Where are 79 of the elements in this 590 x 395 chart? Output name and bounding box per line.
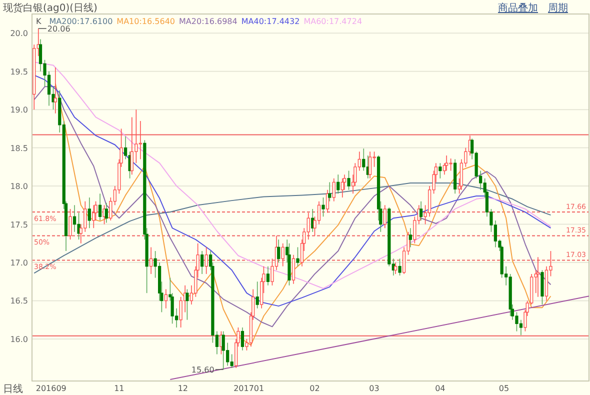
text: MA200:17.6100 bbox=[49, 17, 113, 26]
y-tick-label: 20.0 bbox=[10, 29, 28, 38]
candlestick bbox=[449, 158, 452, 172]
text: 周期 bbox=[548, 2, 568, 14]
candlestick bbox=[438, 162, 442, 179]
candlestick bbox=[164, 288, 168, 309]
annotation: 20.06 bbox=[47, 24, 70, 34]
text: 日线 bbox=[3, 383, 23, 395]
x-tick-label: 04 bbox=[435, 384, 446, 393]
x-tick-label: 02 bbox=[310, 384, 320, 393]
candlestick bbox=[281, 242, 284, 267]
candlestick bbox=[92, 204, 96, 228]
candlestick bbox=[200, 250, 204, 274]
candlestick bbox=[383, 204, 386, 228]
candlestick bbox=[328, 182, 332, 202]
x-tick-label: 11 bbox=[114, 384, 124, 393]
y-tick-label: 16.0 bbox=[10, 334, 28, 344]
candlestick bbox=[72, 204, 76, 232]
candlestick bbox=[130, 116, 134, 175]
candlestick bbox=[68, 208, 72, 240]
candlestick bbox=[138, 120, 142, 160]
candlestick bbox=[296, 246, 300, 267]
annotation: K bbox=[36, 17, 42, 26]
candlestick bbox=[179, 296, 182, 328]
candlestick bbox=[84, 200, 87, 232]
x-tick-label: 201609 bbox=[36, 384, 66, 393]
candlestick bbox=[222, 330, 225, 370]
line-series bbox=[34, 182, 552, 274]
x-tick-label: 201701 bbox=[234, 384, 264, 393]
candlestick bbox=[317, 200, 321, 225]
chart-title: 现货白银(ag0)(日线) bbox=[3, 2, 98, 14]
candlestick bbox=[104, 202, 108, 224]
x-tick-label: 12 bbox=[178, 384, 188, 393]
candlestick bbox=[368, 151, 372, 179]
candlestick bbox=[88, 197, 91, 228]
candlestick bbox=[204, 246, 208, 274]
candlestick bbox=[98, 193, 102, 221]
candlestick bbox=[340, 178, 344, 198]
text: MA60:17.4724 bbox=[304, 17, 362, 26]
y-tick-label: 19.0 bbox=[10, 106, 28, 115]
candlestick bbox=[186, 288, 189, 320]
y-tick-label: 16.5 bbox=[10, 296, 28, 306]
candlestick bbox=[266, 266, 270, 286]
candlestick bbox=[149, 246, 153, 274]
candlestick bbox=[322, 197, 325, 218]
x-tick-label: 03 bbox=[369, 384, 380, 393]
candlestick bbox=[536, 256, 540, 298]
y-tick-label: 18.5 bbox=[10, 144, 28, 153]
candlestick bbox=[540, 270, 544, 305]
candlestick bbox=[240, 327, 244, 351]
candlestick bbox=[77, 212, 80, 240]
candlestick bbox=[256, 281, 259, 309]
annotation: 15.60 bbox=[191, 366, 214, 375]
candlestick bbox=[445, 155, 448, 172]
candlestick bbox=[519, 319, 523, 336]
candlestick bbox=[38, 38, 42, 72]
candlestick bbox=[306, 212, 310, 240]
candlestick bbox=[277, 239, 280, 263]
candlestick bbox=[54, 67, 57, 114]
y-tick-label: 17.0 bbox=[10, 258, 28, 268]
y-tick-label: 17.5 bbox=[10, 220, 28, 230]
candlestick bbox=[362, 148, 366, 172]
candlestick bbox=[336, 174, 340, 194]
text: 商品叠加 bbox=[498, 2, 538, 14]
text: MA10:16.5640 bbox=[116, 17, 176, 26]
candlestick bbox=[332, 178, 336, 202]
text: MA40:17.4432 bbox=[241, 17, 300, 26]
y-tick-label: 19.5 bbox=[10, 67, 28, 76]
y-tick-label: 18.0 bbox=[10, 182, 28, 192]
candlestick bbox=[408, 228, 412, 248]
candlestick bbox=[394, 262, 398, 274]
candlestick bbox=[292, 254, 296, 284]
candlestick bbox=[515, 312, 518, 332]
candlestick bbox=[230, 354, 234, 368]
text: MA20:16.6984 bbox=[179, 17, 238, 26]
x-tick-label: 05 bbox=[498, 384, 510, 393]
candlestick bbox=[419, 200, 423, 221]
candlestick bbox=[347, 170, 350, 190]
candlestick bbox=[398, 258, 402, 276]
